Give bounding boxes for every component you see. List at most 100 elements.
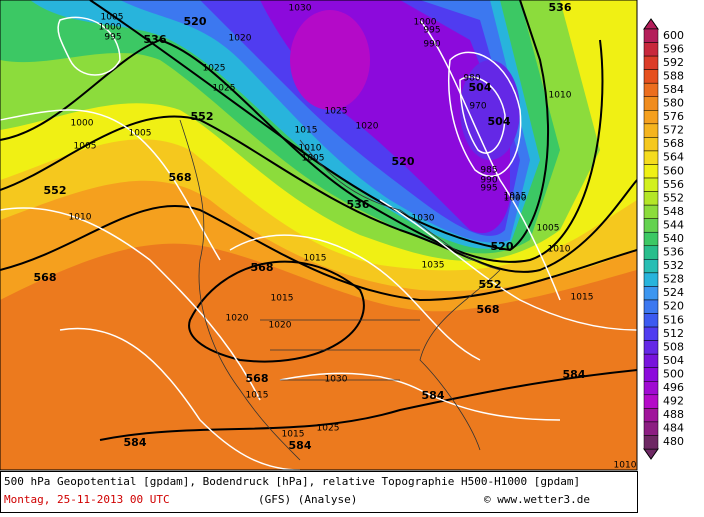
pressure-label: 995: [104, 33, 121, 43]
pressure-label: 1015: [571, 293, 594, 303]
colorbar-label: 584: [663, 83, 684, 96]
height-label: 584: [422, 389, 445, 402]
colorbar-box: [643, 218, 659, 233]
colorbar-label: 592: [663, 56, 684, 69]
colorbar-label: 536: [663, 246, 684, 259]
caption-model: (GFS) (Analyse): [258, 493, 357, 506]
colorbar-label: 480: [663, 435, 684, 448]
pressure-label: 1015: [282, 430, 305, 440]
isobars: [0, 16, 637, 470]
pressure-label: 970: [469, 102, 486, 112]
height-label: 584: [289, 439, 312, 452]
height-label: 520: [184, 15, 207, 28]
colorbar-label: 552: [663, 191, 684, 204]
colorbar-box: [643, 353, 659, 368]
colorbar-box: [643, 299, 659, 314]
colorbar-box: [643, 110, 659, 125]
height-label: 520: [491, 240, 514, 253]
pressure-label: 1000: [71, 119, 94, 129]
pressure-label: 1020: [226, 314, 249, 324]
colorbar-label: 484: [663, 422, 684, 435]
colorbar-box: [643, 340, 659, 355]
pressure-label: 1015: [271, 294, 294, 304]
pressure-label: 1005: [129, 129, 152, 139]
colorbar-label: 560: [663, 164, 684, 177]
colorbar-box: [643, 191, 659, 206]
height-label: 520: [392, 155, 415, 168]
pressure-label: 1010: [299, 144, 322, 154]
height-label: 568: [34, 271, 57, 284]
colorbar-label: 596: [663, 42, 684, 55]
caption-credit: © www.wetter3.de: [484, 493, 590, 506]
pressure-label: 985: [480, 166, 497, 176]
pressure-label: 1005: [302, 154, 325, 164]
colorbar-label: 528: [663, 273, 684, 286]
colorbar-box: [643, 408, 659, 423]
field-low: [460, 60, 520, 160]
pressure-label: 1020: [269, 321, 292, 331]
height-label: 568: [251, 261, 274, 274]
colorbar-box: [643, 421, 659, 436]
pressure-label: 990: [423, 40, 440, 50]
colorbar-label: 556: [663, 178, 684, 191]
pressure-label: 980: [463, 74, 480, 84]
height-label: 584: [124, 436, 147, 449]
pressure-label: 1025: [203, 64, 226, 74]
colorbar-arrow-bottom: [643, 448, 659, 460]
map-field: [0, 0, 637, 470]
map-frame: [0, 0, 638, 471]
height-label: 568: [169, 171, 192, 184]
pressure-label: 1020: [229, 34, 252, 44]
field-low-core: [290, 10, 370, 110]
pressure-label: 1005: [537, 224, 560, 234]
colorbar-box: [643, 55, 659, 70]
pressure-label: 1030: [325, 375, 348, 385]
colorbar-box: [643, 137, 659, 152]
colorbar-box: [643, 313, 659, 328]
pressure-label: 1005: [101, 13, 124, 23]
pressure-label: 995: [423, 26, 440, 36]
pressure-label: 1030: [289, 4, 312, 14]
pressure-label: 1000: [414, 18, 437, 28]
colorbar-label: 532: [663, 259, 684, 272]
contour-labels: 520 536 552 552 568 568 568 568 584 584 584 584 536 5…: [34, 1, 637, 471]
colorbar-label: 576: [663, 110, 684, 123]
colorbar-label: 564: [663, 151, 684, 164]
pressure-label: 1010: [548, 245, 571, 255]
pressure-label: 1025: [317, 424, 340, 434]
colorbar-box: [643, 42, 659, 57]
colorbar-label: 512: [663, 327, 684, 340]
colorbar-arrow-top: [643, 18, 659, 30]
colorbar-box: [643, 28, 659, 43]
caption-date: Montag, 25-11-2013 00 UTC: [4, 493, 170, 506]
pressure-label: 1030: [412, 214, 435, 224]
colorbar-box: [643, 82, 659, 97]
pressure-label: 1015: [246, 391, 269, 401]
pressure-label: 1035: [422, 261, 445, 271]
colorbar-box: [643, 96, 659, 111]
colorbar-box: [643, 286, 659, 301]
colorbar-label: 492: [663, 395, 684, 408]
colorbar-label: 520: [663, 300, 684, 313]
pressure-label: 1025: [325, 107, 348, 117]
colorbar-label: 496: [663, 381, 684, 394]
pressure-label: 1000: [504, 194, 527, 204]
height-label: 504: [469, 81, 492, 94]
height-label: 584: [563, 368, 586, 381]
colorbar-label: 524: [663, 286, 684, 299]
colorbar-box: [643, 259, 659, 274]
colorbar-box: [643, 69, 659, 84]
colorbar-box: [643, 245, 659, 260]
colorbar-box: [643, 123, 659, 138]
height-label: 536: [144, 33, 167, 46]
colorbar-box: [643, 435, 659, 450]
colorbar-box: [643, 381, 659, 396]
colorbar-label: 540: [663, 232, 684, 245]
colorbar-box: [643, 326, 659, 341]
pressure-label: 1010: [69, 213, 92, 223]
height-label: 536: [347, 198, 370, 211]
colorbar-box: [643, 394, 659, 409]
pressure-label: 995: [480, 184, 497, 194]
